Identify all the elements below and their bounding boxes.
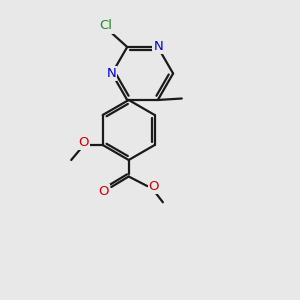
Text: Cl: Cl	[100, 20, 113, 32]
Text: N: N	[154, 40, 163, 53]
Text: O: O	[98, 185, 109, 198]
Text: N: N	[106, 67, 116, 80]
Text: O: O	[78, 136, 88, 149]
Text: O: O	[149, 180, 159, 193]
